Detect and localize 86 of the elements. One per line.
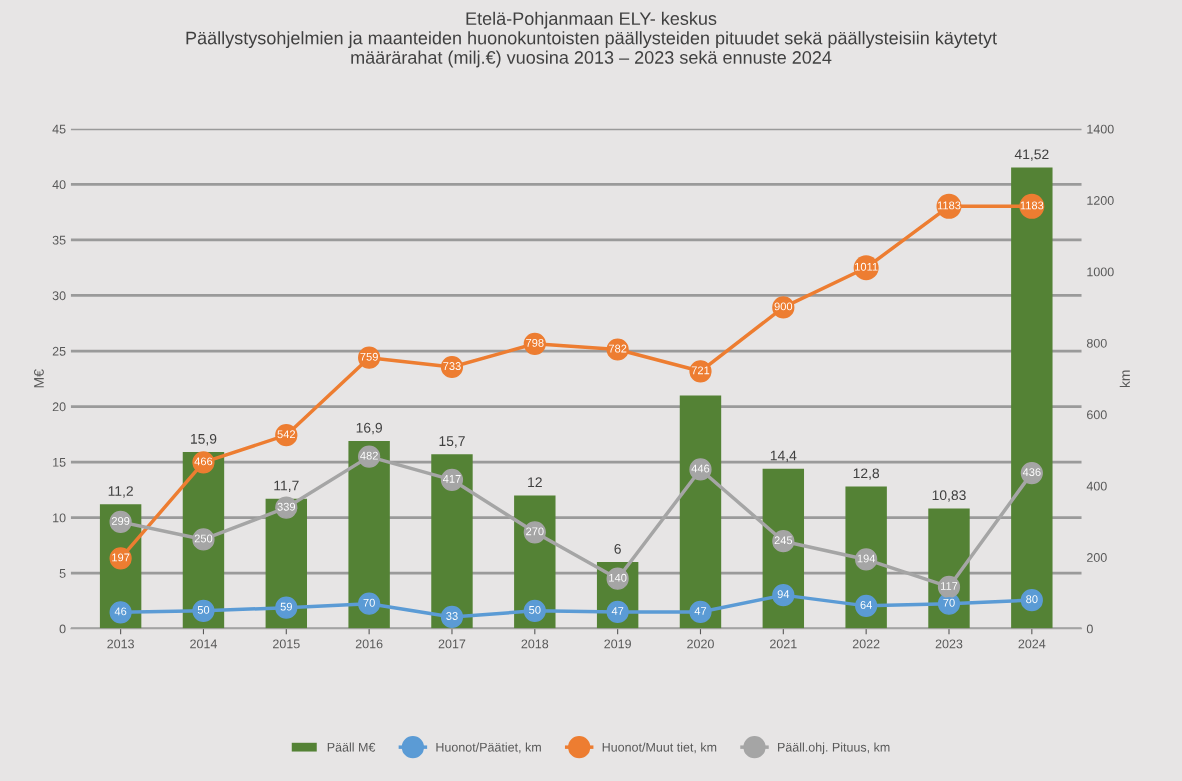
data-label: 41,52 (1014, 149, 1049, 161)
x-tick-label: 2018 (521, 639, 549, 649)
data-label: 16,9 (356, 422, 382, 435)
x-tick-label: 2023 (935, 639, 963, 649)
data-label: 299 (111, 517, 130, 525)
data-label: 900 (774, 302, 793, 311)
y-tick-label: 5 (59, 569, 66, 578)
data-label: 15,9 (191, 433, 217, 446)
y2-tick-label: 600 (1087, 410, 1107, 420)
data-label: 117 (940, 582, 958, 590)
data-label: 1011 (855, 262, 878, 271)
legend-label: Huonot/Muut tiet, km (602, 742, 717, 754)
data-label: 50 (529, 605, 541, 614)
y-tick-label: 20 (52, 402, 66, 412)
data-label: 417 (442, 475, 461, 483)
data-label: 12 (528, 477, 542, 487)
y-tick-label: 35 (52, 235, 66, 245)
data-label: 245 (774, 536, 793, 545)
y-tick-label: 25 (52, 346, 66, 356)
data-label: 194 (857, 554, 876, 563)
y-tick-label: 15 (53, 458, 66, 467)
y2-tick-label: 800 (1086, 338, 1107, 348)
data-label: 436 (1022, 468, 1041, 477)
y-axis-title: M€ (34, 369, 44, 388)
data-label: 1183 (1020, 201, 1044, 210)
x-tick-label: 2017 (438, 639, 466, 649)
legend-label: Pääll M€ (327, 742, 376, 752)
data-label: 140 (609, 573, 627, 582)
data-label: 250 (194, 534, 213, 543)
x-tick-label: 2016 (355, 639, 383, 649)
data-label: 11,2 (108, 486, 133, 498)
y-tick-label: 10 (53, 513, 66, 523)
legend-label: Pääll.ohj. Pituus, km (778, 742, 890, 755)
data-label: 542 (277, 430, 296, 439)
data-label: 759 (360, 352, 378, 361)
data-label: 80 (1026, 595, 1038, 604)
data-label: 47 (694, 607, 707, 615)
y-tick-label: 30 (52, 291, 66, 301)
data-label: 733 (443, 362, 461, 370)
y-tick-label: 0 (59, 624, 66, 634)
data-label: 70 (943, 598, 955, 607)
y2-tick-label: 1000 (1087, 267, 1114, 277)
data-label: 466 (194, 457, 213, 466)
data-label: 47 (611, 607, 624, 615)
data-label: 12,8 (853, 468, 880, 480)
data-label: 721 (691, 366, 710, 375)
data-label: 15,7 (439, 436, 465, 448)
y2-axis-title: km (1119, 370, 1130, 388)
data-label: 6 (614, 543, 621, 554)
legend-label: Huonot/Päätiet, km (436, 742, 541, 754)
x-tick-label: 2021 (770, 639, 797, 649)
x-tick-label: 2014 (190, 639, 217, 649)
data-label: 482 (360, 451, 378, 460)
chart-title: Etelä-Pohjanmaan ELY- keskus Päällystysohjelmien ja maanteiden huonokuntoisten päällysteiden pituudet sekä päällysteisiin käytetyt määrärahat (milj.€) vuosina 2013 – 2023 sekä ennuste 2024 (186, 11, 997, 68)
data-label: 70 (363, 598, 375, 607)
y2-tick-label: 1200 (1087, 196, 1114, 205)
x-tick-label: 2013 (107, 639, 134, 649)
data-label: 33 (446, 612, 458, 620)
y2-tick-label: 400 (1086, 481, 1107, 491)
data-label: 10,83 (932, 490, 966, 502)
y2-tick-label: 200 (1087, 553, 1107, 562)
data-label: 50 (197, 605, 210, 614)
data-label: 59 (280, 602, 292, 611)
y2-tick-label: 0 (1086, 624, 1093, 634)
data-label: 270 (526, 527, 544, 536)
data-label: 14,4 (770, 450, 797, 463)
data-label: 46 (114, 607, 127, 616)
data-label: 1183 (937, 201, 961, 210)
data-label: 798 (526, 338, 544, 347)
bar (1011, 167, 1053, 629)
data-label: 11,7 (274, 480, 299, 493)
y-tick-label: 45 (52, 124, 66, 134)
y2-tick-label: 1400 (1087, 124, 1114, 134)
x-tick-label: 2015 (273, 639, 300, 649)
data-label: 339 (277, 502, 296, 511)
data-label: 64 (860, 600, 873, 609)
data-label: 94 (777, 590, 790, 599)
x-tick-label: 2024 (1018, 639, 1046, 649)
x-tick-label: 2022 (852, 639, 880, 649)
x-tick-label: 2020 (687, 639, 714, 649)
data-label: 782 (608, 344, 627, 353)
data-label: 197 (112, 553, 130, 562)
x-tick-label: 2019 (604, 639, 631, 649)
y-tick-label: 40 (52, 180, 66, 190)
data-label: 446 (691, 464, 710, 473)
bar (679, 395, 722, 629)
